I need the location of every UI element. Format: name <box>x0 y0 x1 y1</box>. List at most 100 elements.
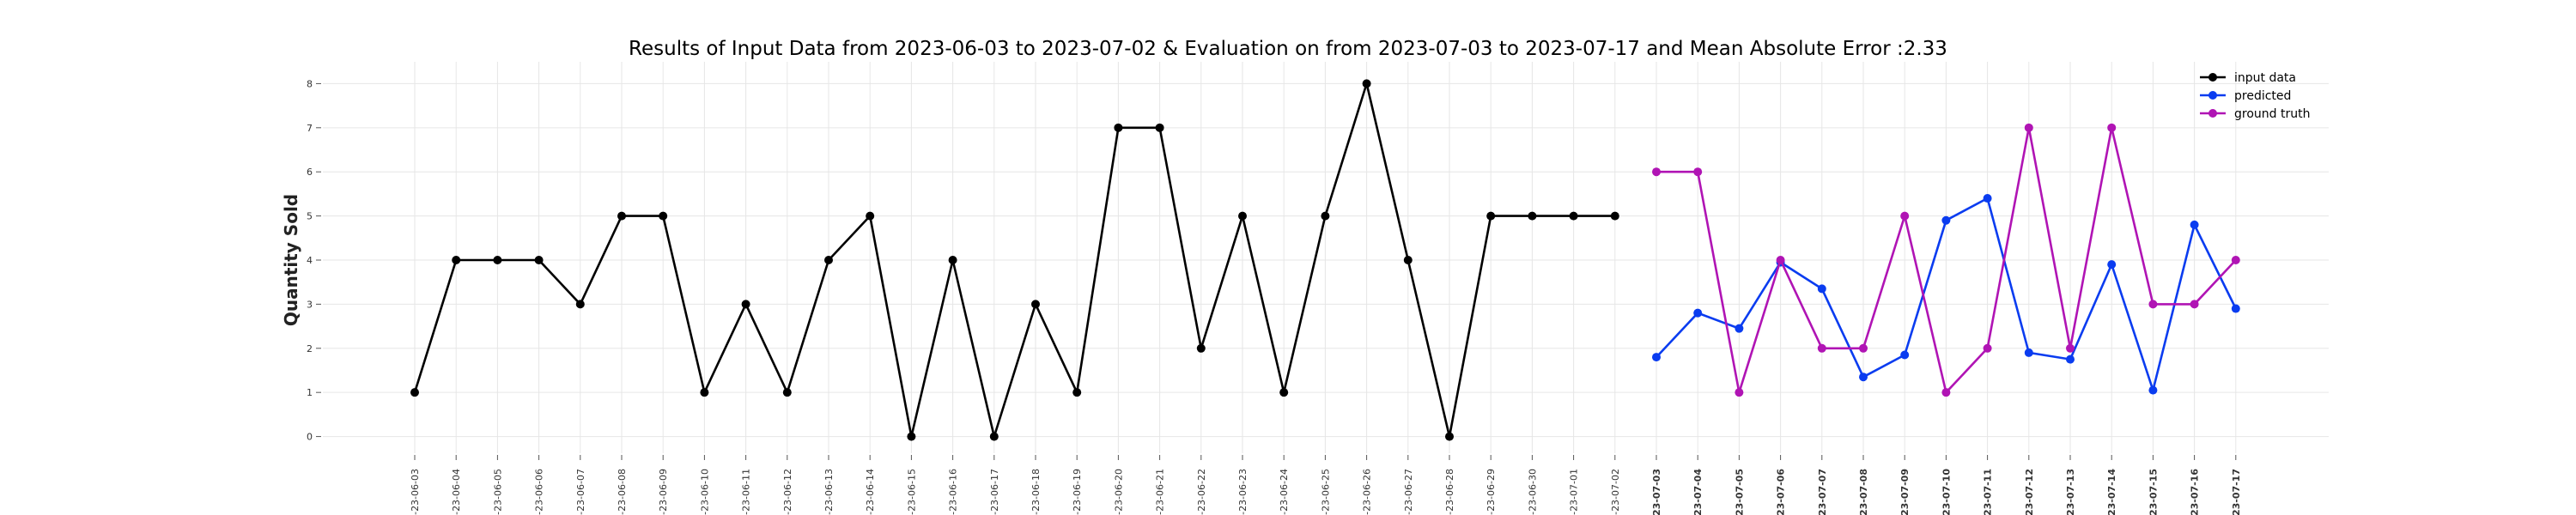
data-point-ground-truth <box>1817 343 1826 353</box>
legend: input data predicted ground truth <box>2200 71 2310 121</box>
data-point-ground-truth <box>1776 256 1785 264</box>
x-tick-label: -23-07-15 <box>2148 469 2159 515</box>
legend-label: predicted <box>2234 89 2291 103</box>
x-tick-label: -23-06-04 <box>451 469 462 515</box>
x-tick-label: -23-07-05 <box>1734 469 1745 515</box>
data-point-input-data <box>493 256 502 264</box>
x-tick-label: -23-06-15 <box>906 469 917 515</box>
x-tick-label: -23-06-13 <box>823 469 835 515</box>
data-point-input-data <box>1279 388 1289 397</box>
x-tick-label: -23-07-07 <box>1817 469 1828 515</box>
data-point-ground-truth <box>1983 343 1992 353</box>
data-point-input-data <box>1528 211 1537 221</box>
x-tick-label: -23-06-10 <box>699 469 710 515</box>
data-point-input-data <box>782 388 792 397</box>
legend-marker <box>2208 91 2217 100</box>
y-axis-label: Quantity Sold <box>281 194 301 326</box>
y-tick-label: 0 <box>307 432 313 443</box>
y-tick-label: 7 <box>307 123 313 134</box>
y-tick-label: 3 <box>307 299 313 310</box>
series-line-input-data <box>413 79 1615 441</box>
x-tick-label: -23-07-13 <box>2065 469 2076 515</box>
data-point-predicted <box>1693 308 1703 318</box>
x-tick-label: -23-07-06 <box>1776 469 1787 515</box>
data-point-ground-truth <box>1735 388 1744 397</box>
x-tick-label: -23-06-07 <box>575 469 586 515</box>
data-point-predicted <box>2024 348 2033 357</box>
legend-marker <box>2208 73 2217 82</box>
x-tick-label: -23-07-12 <box>2024 469 2035 515</box>
series-layer <box>410 79 2240 441</box>
x-tick-label: -23-07-17 <box>2231 469 2242 515</box>
x-tick-label: -23-06-21 <box>1155 469 1166 515</box>
x-tick-label: -23-06-20 <box>1113 469 1124 515</box>
legend-label: ground truth <box>2234 107 2310 121</box>
data-point-input-data <box>410 388 419 397</box>
x-tick-label: -23-07-11 <box>1983 469 1994 515</box>
data-point-input-data <box>659 211 668 221</box>
data-point-input-data <box>1321 211 1330 221</box>
data-point-predicted <box>1817 284 1826 294</box>
data-point-input-data <box>1072 388 1082 397</box>
data-point-predicted <box>1900 350 1910 360</box>
x-tick-label: -23-06-27 <box>1403 469 1414 515</box>
y-tick-label: 8 <box>307 78 313 89</box>
data-point-predicted <box>2148 385 2158 395</box>
x-tick-label: -23-06-23 <box>1237 469 1249 515</box>
data-point-input-data <box>1362 79 1371 88</box>
data-point-input-data <box>617 211 626 221</box>
data-point-ground-truth <box>2107 123 2117 132</box>
data-point-ground-truth <box>2148 300 2158 309</box>
x-tick-label: -23-06-28 <box>1444 469 1455 515</box>
data-point-input-data <box>452 256 461 264</box>
data-point-ground-truth <box>1941 388 1951 397</box>
data-point-input-data <box>1486 211 1496 221</box>
x-tick-label: -23-06-24 <box>1279 469 1290 515</box>
data-point-input-data <box>824 256 833 264</box>
data-point-input-data <box>1114 123 1123 132</box>
x-tick-label: -23-06-29 <box>1485 469 1497 515</box>
data-point-input-data <box>1031 300 1040 309</box>
data-point-predicted <box>1652 353 1661 362</box>
x-tick-label: -23-07-16 <box>2190 469 2201 515</box>
x-tick-label: -23-06-14 <box>865 469 876 515</box>
data-point-ground-truth <box>1859 343 1868 353</box>
data-point-predicted <box>1983 194 1992 203</box>
x-tick-label: -23-07-08 <box>1858 469 1869 515</box>
x-tick-label: -23-06-05 <box>492 469 503 515</box>
x-tick-label: -23-06-19 <box>1072 469 1083 515</box>
y-tick-label: 4 <box>307 255 313 266</box>
x-tick-label: -23-07-04 <box>1692 469 1704 515</box>
data-point-input-data <box>1569 211 1578 221</box>
data-point-predicted <box>2190 220 2199 229</box>
data-point-predicted <box>1735 324 1744 333</box>
y-tick-label: 6 <box>307 167 313 178</box>
legend-marker <box>2208 109 2217 118</box>
x-tick-label: -23-06-03 <box>410 469 421 515</box>
data-point-predicted <box>1941 215 1951 225</box>
x-tick-label: -23-06-25 <box>1320 469 1331 515</box>
data-point-input-data <box>948 256 957 264</box>
x-tick-label: -23-06-08 <box>617 469 628 515</box>
data-point-ground-truth <box>2231 256 2240 264</box>
grid-lines <box>323 62 2329 453</box>
x-tick-label: -23-06-12 <box>782 469 793 515</box>
x-tick-label: -23-07-10 <box>1941 469 1952 515</box>
x-tick-label: -23-06-09 <box>658 469 669 515</box>
data-point-input-data <box>575 300 585 309</box>
x-tick-label: -23-06-17 <box>989 469 1000 515</box>
x-tick-label: -23-07-09 <box>1899 469 1911 515</box>
data-point-predicted <box>2107 260 2117 270</box>
data-point-ground-truth <box>2190 300 2199 309</box>
data-point-input-data <box>1155 123 1164 132</box>
data-point-input-data <box>907 432 916 441</box>
chart-title: Results of Input Data from 2023-06-03 to… <box>629 38 1947 60</box>
x-tick-label: -23-06-11 <box>741 469 752 515</box>
data-point-input-data <box>700 388 709 397</box>
data-point-ground-truth <box>1900 211 1910 221</box>
data-point-input-data <box>1610 211 1619 221</box>
x-tick-label: -23-06-22 <box>1196 469 1207 515</box>
x-tick-label: -23-06-16 <box>948 469 959 515</box>
x-tick-label: -23-06-06 <box>534 469 545 515</box>
